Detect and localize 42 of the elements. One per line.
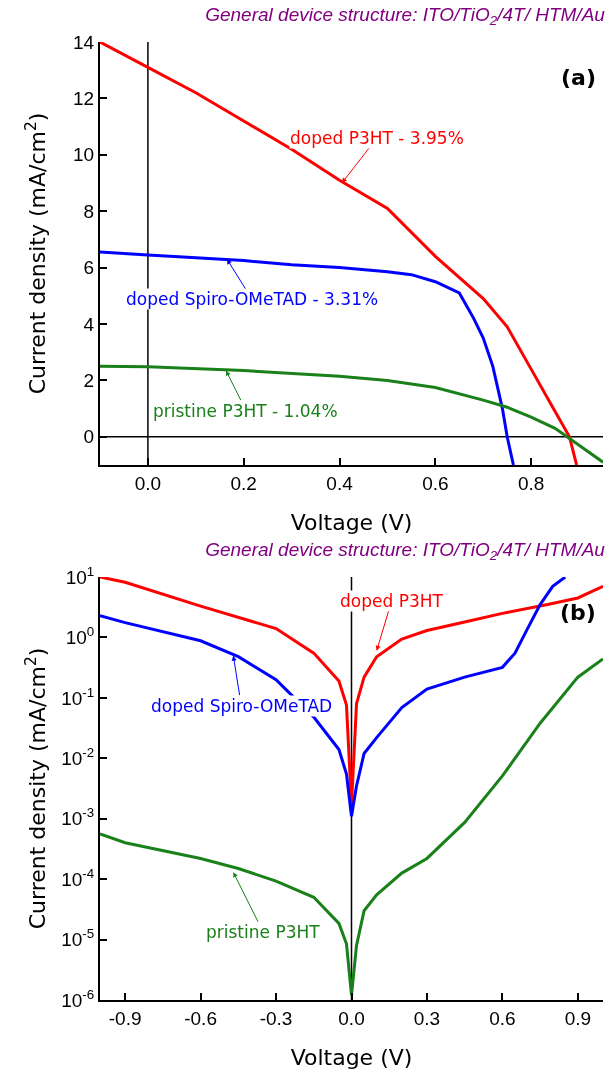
- annotation: (b): [560, 600, 596, 625]
- y-tick-label: 0: [83, 426, 95, 448]
- x-tick-label: 0.0: [134, 472, 162, 494]
- x-tick-label: 0.2: [230, 472, 257, 494]
- x-tick-label: 0.6: [489, 1007, 516, 1029]
- y-tick-label: 12: [73, 88, 95, 110]
- x-tick-label: 0.8: [517, 472, 545, 494]
- x-tick-label: 0.4: [326, 472, 354, 494]
- y-tick-label: 10$^{-1}$: [61, 684, 95, 709]
- y-tick-label: 10$^{-4}$: [61, 865, 95, 890]
- y-tick-label: 10$^{-5}$: [61, 926, 95, 951]
- y-tick-label: 10$^{-2}$: [61, 744, 95, 769]
- line-series: [100, 250, 515, 465]
- y-tick-label: 8: [83, 200, 95, 222]
- x-tick-label: -0.6: [184, 1007, 217, 1029]
- line-series: [100, 657, 603, 997]
- y-tick-label: 2: [83, 370, 95, 392]
- chart-title: General device structure: ITO/TiO$_{2}$/4T/ HTM/Au: [205, 539, 606, 564]
- y-tick-label: 10$^{-6}$: [61, 986, 95, 1011]
- x-tick-label: 0.6: [422, 472, 449, 494]
- annotation: doped Spiro-OMeTAD: [151, 696, 333, 716]
- y-tick-label: 14: [73, 31, 95, 53]
- chart-title: General device structure: ITO/TiO$_{2}$/4T/ HTM/Au: [205, 4, 606, 29]
- annotation: (a): [561, 65, 596, 90]
- y-tick-label: 4: [83, 313, 95, 335]
- annotation: doped Spiro-OMeTAD - 3.31%: [126, 289, 379, 309]
- y-tick-label: 10: [73, 144, 95, 166]
- y-tick-label: 10$^{0}$: [65, 624, 95, 649]
- annotation: doped P3HT: [340, 591, 444, 611]
- y-tick-label: 10$^{1}$: [65, 563, 95, 588]
- y-tick-label: 10$^{-3}$: [61, 805, 95, 830]
- annotation: pristine P3HT - 1.04%: [153, 401, 338, 421]
- x-tick-label: 0.9: [564, 1007, 592, 1029]
- x-axis-title: Voltage (V): [290, 510, 413, 535]
- x-axis-title: Voltage (V): [290, 1045, 413, 1070]
- annotation: pristine P3HT: [206, 922, 321, 942]
- y-tick-label: 6: [83, 257, 95, 279]
- x-tick-label: 0.0: [338, 1007, 365, 1029]
- x-tick-label: -0.3: [259, 1007, 293, 1029]
- x-tick-label: -0.9: [108, 1007, 142, 1029]
- x-tick-label: 0.3: [413, 1007, 441, 1029]
- annotation: doped P3HT - 3.95%: [290, 128, 464, 148]
